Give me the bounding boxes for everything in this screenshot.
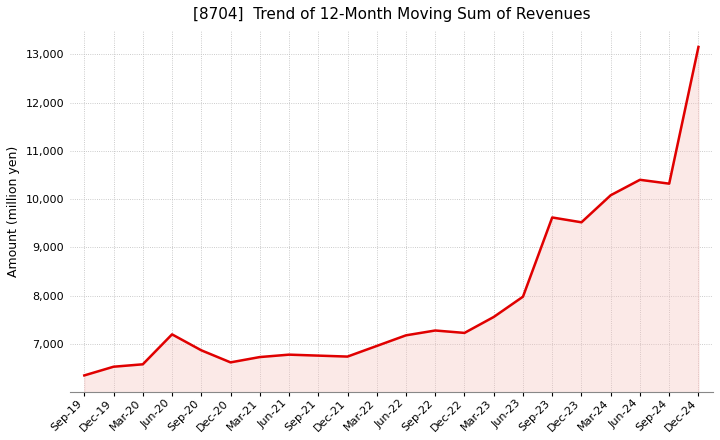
Title: [8704]  Trend of 12-Month Moving Sum of Revenues: [8704] Trend of 12-Month Moving Sum of R… [192, 7, 590, 22]
Y-axis label: Amount (million yen): Amount (million yen) [7, 146, 20, 277]
